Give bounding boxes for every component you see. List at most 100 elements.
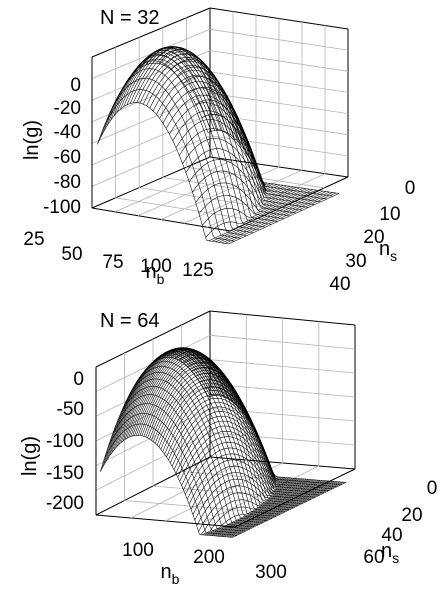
gridline [139,187,278,210]
z-tick-label: -150 [46,463,84,484]
surface-line [228,193,340,245]
surface-line [174,351,312,500]
surface-line [225,192,337,244]
surface-line [207,480,321,536]
z-tick-label: -60 [54,147,81,168]
surface-line [221,192,333,244]
surface-line [169,102,281,191]
surface-line [108,413,242,534]
surface-line [226,481,341,538]
y-tick-label: 60 [363,547,384,568]
surface-line [232,482,347,538]
surface-line [208,190,320,242]
surface-line [170,406,282,480]
surface-line [209,480,323,536]
x-tick-label: 125 [182,260,214,281]
surface-line [185,148,297,202]
surface-line [192,472,305,515]
surface-wireframe [100,347,347,538]
surface-line [160,386,272,468]
surface-line [200,479,313,535]
surface-line [221,481,335,537]
surface-line [218,191,330,243]
x-axis-label-sub: b [172,571,180,587]
x-tick-label: 300 [255,562,287,583]
surface-line [195,182,307,211]
surface-line [97,62,209,145]
y-axis-label-base: n [379,238,390,260]
gridline [91,135,211,187]
surface-line [185,447,297,495]
surface-line [202,479,315,536]
surface-line [179,128,291,197]
box-edge [91,7,211,58]
surface-line [198,479,311,532]
surface-line [103,55,215,132]
surface-line [156,379,268,458]
surface-line [188,159,300,205]
surface-line [211,190,323,242]
z-tick-label: -50 [57,399,84,420]
y-axis-label-sub: s [392,550,399,566]
surface-line [198,188,310,215]
gridline [115,197,254,221]
z-tick-label: 0 [70,75,81,96]
surface-line [230,482,345,538]
panel-annotation: N = 32 [100,7,159,29]
z-tick-label: -40 [54,122,81,143]
surface-wireframe [97,46,340,245]
y-tick-label: 40 [381,525,402,546]
surface-line [228,481,343,538]
y-tick-label: 0 [405,178,416,199]
z-tick-label: -100 [46,431,84,452]
surface-line [205,189,317,238]
surface-line [168,402,280,480]
x-axis-label: nb [146,261,165,287]
z-tick-label: -80 [54,172,81,193]
x-tick-label: 100 [122,540,154,561]
gridline [91,114,211,166]
surface-line [175,119,287,195]
z-tick-label: -100 [43,197,81,218]
panel-annotation: N = 64 [100,310,159,332]
surface-line [215,191,327,243]
gridline [91,92,211,144]
y-tick-label: 20 [363,227,384,248]
gridline [162,177,301,199]
y-tick-label: 0 [427,478,438,499]
surface-line [177,425,290,484]
y-tick-label: 10 [379,204,400,225]
surface-line [211,480,325,536]
surface-line [175,420,288,484]
surface-line [204,387,342,485]
surface-line [158,382,270,463]
surface-line [208,395,346,483]
surface-line [196,479,309,526]
surface-line [194,478,307,521]
surface-line [164,393,276,477]
y-axis-label-base: n [381,540,392,562]
surface-line [129,47,242,146]
x-tick-label: 25 [23,229,44,250]
surface-line [222,481,337,537]
x-tick-label: 50 [61,244,82,265]
surface-line [190,465,303,510]
y-tick-label: 20 [401,505,422,526]
surface-line [120,347,231,443]
surface-line [145,353,281,515]
surface-line [219,481,333,537]
x-axis-label-sub: b [157,271,165,287]
gridline [114,159,234,213]
y-axis-label: ns [379,238,397,264]
surface-line [100,356,209,472]
y-tick-label: 40 [329,274,350,295]
surface-line [126,46,238,142]
x-tick-label: 100 [140,256,172,277]
surface-line [188,459,301,505]
surface-line [204,479,317,536]
surface-line [103,353,213,465]
surface-line [205,479,319,536]
gridline [137,163,257,217]
